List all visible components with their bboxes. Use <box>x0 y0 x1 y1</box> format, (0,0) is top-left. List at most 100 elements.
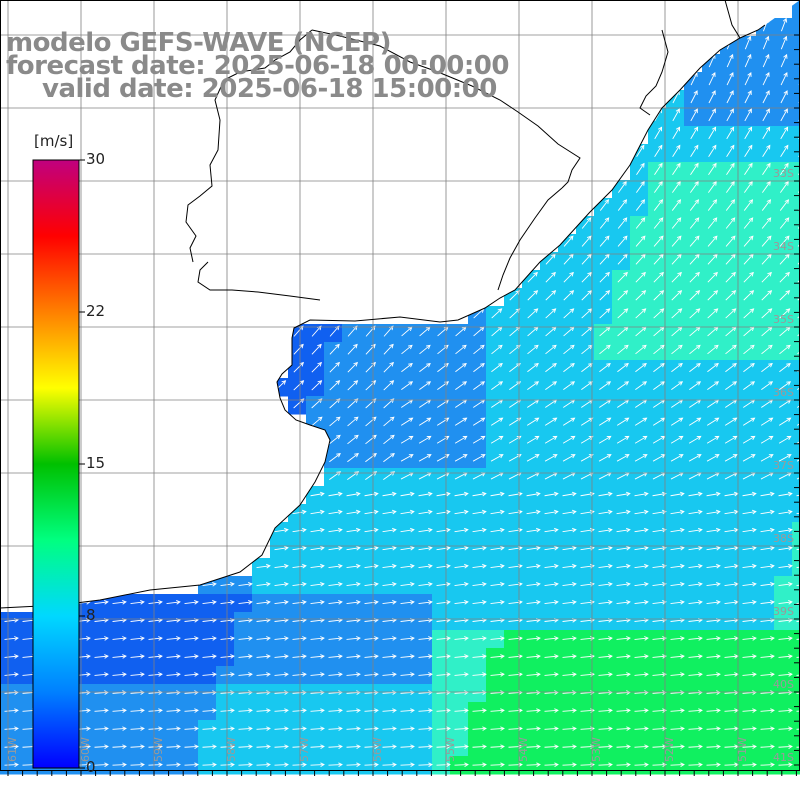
wind-vector-arrow <box>689 308 701 319</box>
wind-vector-arrow <box>760 545 775 551</box>
wind-vector-arrow <box>778 654 793 659</box>
wind-vector-arrow <box>202 708 217 713</box>
wind-vector-arrow <box>670 527 685 533</box>
wind-vector-arrow <box>166 708 181 713</box>
wind-vector-arrow <box>382 762 397 768</box>
wind-vector-arrow <box>653 308 665 319</box>
wind-vector-arrow <box>527 271 538 283</box>
longitude-label: 51W <box>736 737 749 762</box>
wind-vector-arrow <box>652 600 667 605</box>
wind-vector-arrow <box>778 708 793 713</box>
latitude-label: 35S <box>773 313 794 326</box>
wind-speed-cell <box>792 468 800 487</box>
wind-vector-arrow <box>238 672 253 677</box>
wind-vector-arrow <box>726 108 734 122</box>
wind-vector-arrow <box>436 600 451 605</box>
wind-vector-arrow <box>310 527 325 533</box>
wind-vector-arrow <box>400 509 415 515</box>
wind-vector-arrow <box>616 726 631 731</box>
wind-vector-arrow <box>760 600 775 605</box>
wind-vector-arrow <box>708 90 716 104</box>
colorbar-tick-15: 15 <box>86 454 106 472</box>
wind-vector-arrow <box>473 344 485 355</box>
wind-vector-arrow <box>418 654 433 659</box>
wind-vector-arrow <box>418 600 433 605</box>
wind-vector-arrow <box>635 217 646 229</box>
wind-vector-arrow <box>544 600 559 605</box>
wind-vector-arrow <box>112 762 127 768</box>
wind-vector-arrow <box>346 581 361 587</box>
wind-vector-arrow <box>436 509 451 515</box>
wind-vector-arrow <box>761 344 773 355</box>
wind-vector-arrow <box>364 491 379 497</box>
wind-vector-arrow <box>725 290 737 301</box>
wind-vector-arrow <box>796 710 800 712</box>
longitude-label: 53W <box>590 737 603 762</box>
wind-vector-arrow <box>526 762 541 768</box>
wind-vector-arrow <box>454 636 469 641</box>
wind-speed-cell <box>792 252 800 271</box>
wind-vector-arrow <box>670 762 685 768</box>
wind-vector-arrow <box>761 217 772 229</box>
wind-vector-arrow <box>383 434 395 445</box>
wind-vector-arrow <box>418 672 433 677</box>
wind-vector-arrow <box>778 726 793 731</box>
wind-vector-arrow <box>634 491 649 497</box>
wind-vector-arrow <box>545 344 557 355</box>
wind-vector-arrow <box>166 762 181 768</box>
wind-vector-arrow <box>725 199 736 211</box>
wind-vector-arrow <box>112 654 127 659</box>
wind-vector-arrow <box>762 90 770 104</box>
colorbar-tick-0: 0 <box>86 758 96 776</box>
wind-vector-arrow <box>202 672 217 677</box>
wind-vector-arrow <box>796 548 800 551</box>
wind-vector-arrow <box>634 581 649 587</box>
wind-vector-arrow <box>688 527 703 533</box>
wind-vector-arrow <box>292 654 307 659</box>
wind-vector-arrow <box>310 672 325 677</box>
wind-speed-cell <box>792 504 800 523</box>
wind-vector-arrow <box>490 454 504 462</box>
wind-vector-arrow <box>671 199 682 211</box>
wind-vector-arrow <box>688 654 703 659</box>
wind-vector-arrow <box>617 362 629 373</box>
wind-vector-arrow <box>383 361 394 373</box>
wind-vector-arrow <box>364 744 379 749</box>
wind-vector-arrow <box>292 527 307 533</box>
wind-vector-arrow <box>634 435 648 444</box>
wind-vector-arrow <box>616 744 631 749</box>
wind-vector-arrow <box>292 762 307 768</box>
wind-vector-arrow <box>544 435 558 444</box>
wind-vector-arrow <box>310 581 325 587</box>
wind-vector-arrow <box>689 344 701 355</box>
latitude-label: 38S <box>773 532 794 545</box>
wind-vector-arrow <box>328 672 343 677</box>
wind-vector-arrow <box>382 636 397 641</box>
wind-vector-arrow <box>472 581 487 587</box>
wind-vector-arrow <box>778 581 793 587</box>
wind-vector-arrow <box>256 708 271 713</box>
wind-vector-arrow <box>689 235 700 247</box>
wind-vector-arrow <box>708 180 717 193</box>
longitude-label: 56W <box>371 737 384 762</box>
wind-vector-arrow <box>562 454 576 462</box>
wind-vector-arrow <box>671 308 683 319</box>
wind-vector-arrow <box>706 545 721 551</box>
wind-vector-arrow <box>418 708 433 713</box>
wind-vector-arrow <box>778 491 793 497</box>
wind-vector-arrow <box>616 672 631 677</box>
wind-vector-arrow <box>724 454 738 462</box>
wind-vector-arrow <box>706 491 721 497</box>
wind-speed-cell <box>792 198 800 217</box>
colorbar-gradient <box>32 159 80 769</box>
wind-vector-arrow <box>652 726 667 731</box>
wind-vector-arrow <box>742 417 756 426</box>
wind-vector-arrow <box>329 416 341 427</box>
wind-vector-arrow <box>184 636 199 641</box>
wind-vector-arrow <box>762 53 770 68</box>
wind-vector-arrow <box>671 217 682 229</box>
wind-vector-arrow <box>760 762 775 768</box>
wind-vector-arrow <box>690 162 699 175</box>
wind-vector-arrow <box>778 744 793 749</box>
wind-vector-arrow <box>690 108 698 122</box>
